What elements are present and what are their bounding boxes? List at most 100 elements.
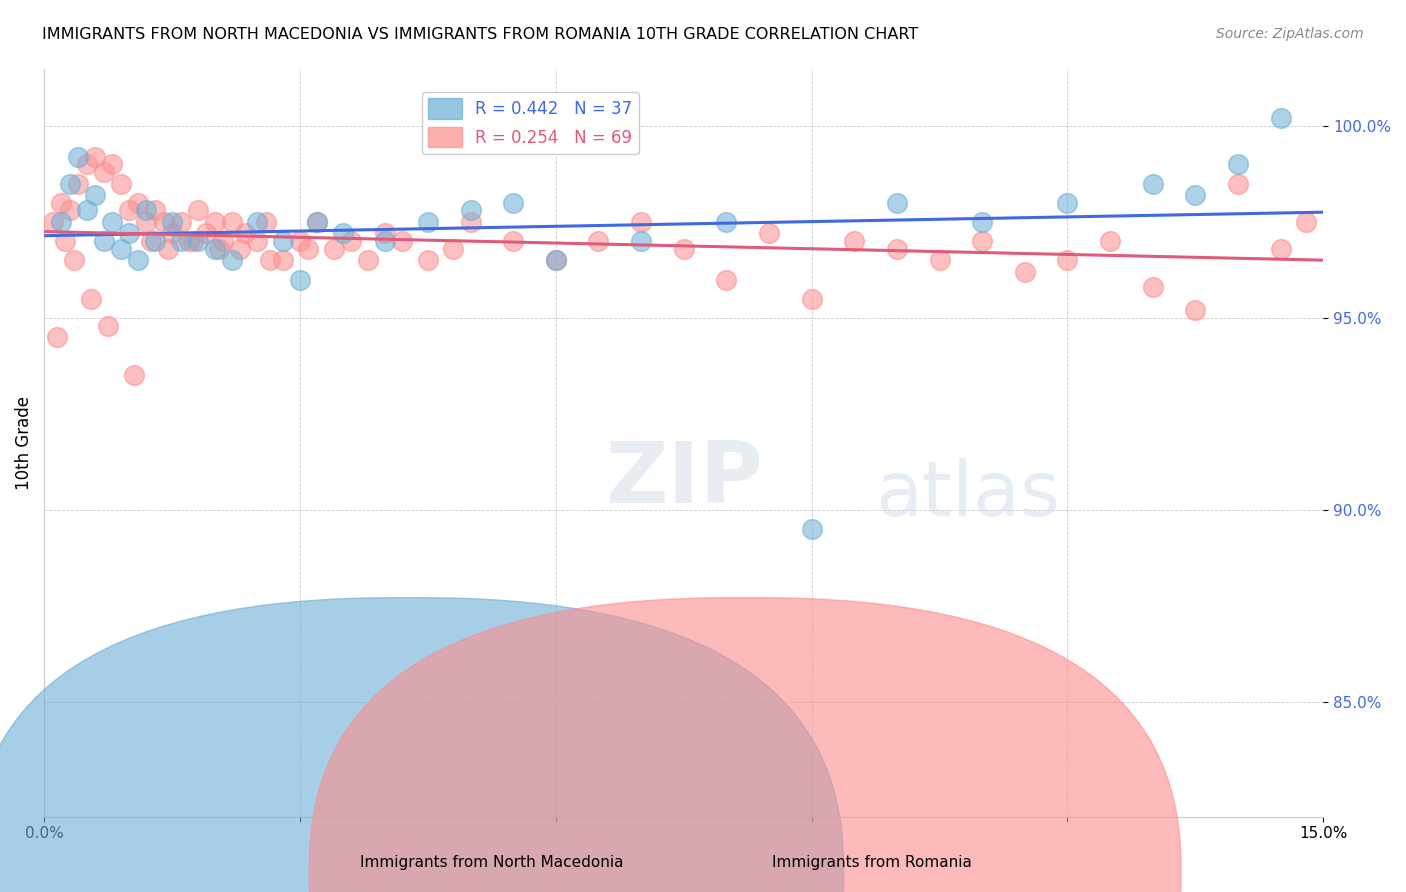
Point <box>374 227 396 241</box>
Point <box>1142 177 1164 191</box>
Point <box>332 227 354 241</box>
Point <box>800 522 823 536</box>
Point <box>160 215 183 229</box>
Point <box>246 215 269 229</box>
Text: Immigrants from North Macedonia: Immigrants from North Macedonia <box>360 855 624 870</box>
Point <box>160 227 183 241</box>
Point <box>1142 280 1164 294</box>
Point <box>229 242 252 256</box>
Point <box>1227 157 1250 171</box>
Point <box>143 203 166 218</box>
Point <box>323 242 346 256</box>
Point <box>187 234 209 248</box>
Point <box>127 195 149 210</box>
Text: ZIP: ZIP <box>605 439 762 522</box>
Point <box>374 234 396 248</box>
Point <box>800 292 823 306</box>
Text: Source: ZipAtlas.com: Source: ZipAtlas.com <box>1216 27 1364 41</box>
Point <box>271 253 294 268</box>
Point <box>460 203 482 218</box>
Point <box>67 177 90 191</box>
Point <box>844 234 866 248</box>
Text: IMMIGRANTS FROM NORTH MACEDONIA VS IMMIGRANTS FROM ROMANIA 10TH GRADE CORRELATIO: IMMIGRANTS FROM NORTH MACEDONIA VS IMMIG… <box>42 27 918 42</box>
Point <box>544 253 567 268</box>
Point <box>544 253 567 268</box>
Point <box>502 234 524 248</box>
Point <box>758 227 780 241</box>
Point <box>460 215 482 229</box>
Point <box>254 215 277 229</box>
Point <box>208 242 231 256</box>
Point <box>152 215 174 229</box>
Point <box>59 203 82 218</box>
Point <box>1014 265 1036 279</box>
Point <box>177 234 200 248</box>
Point <box>183 234 205 248</box>
Point <box>101 215 124 229</box>
Point <box>204 242 226 256</box>
Point <box>135 203 157 218</box>
Point <box>84 150 107 164</box>
Point <box>80 292 103 306</box>
Point <box>972 234 994 248</box>
Point <box>1227 177 1250 191</box>
Point <box>67 150 90 164</box>
Point <box>305 215 328 229</box>
Point <box>886 195 908 210</box>
Point <box>139 234 162 248</box>
Point <box>63 253 86 268</box>
Point <box>76 203 98 218</box>
Point <box>221 215 243 229</box>
Point <box>288 234 311 248</box>
Point <box>416 253 439 268</box>
Point <box>1184 303 1206 318</box>
Point <box>271 234 294 248</box>
Point <box>122 368 145 383</box>
Point <box>41 215 63 229</box>
Point <box>1295 215 1317 229</box>
Point <box>212 234 235 248</box>
Point <box>502 195 524 210</box>
Point <box>169 234 191 248</box>
Point <box>1056 253 1078 268</box>
Point <box>340 234 363 248</box>
Point <box>51 195 73 210</box>
Point <box>110 242 132 256</box>
Point <box>716 215 738 229</box>
Point <box>110 177 132 191</box>
Point <box>630 234 652 248</box>
Text: atlas: atlas <box>876 458 1060 532</box>
Point <box>45 330 67 344</box>
Point <box>928 253 950 268</box>
Legend: R = 0.442   N = 37, R = 0.254   N = 69: R = 0.442 N = 37, R = 0.254 N = 69 <box>422 92 638 154</box>
Point <box>416 215 439 229</box>
Point <box>169 215 191 229</box>
Point <box>204 215 226 229</box>
Point <box>93 165 115 179</box>
Point <box>972 215 994 229</box>
Point <box>156 242 179 256</box>
Point <box>76 157 98 171</box>
Point <box>55 234 77 248</box>
Point <box>297 242 319 256</box>
Point <box>127 253 149 268</box>
Point <box>886 242 908 256</box>
Point <box>1270 112 1292 126</box>
Y-axis label: 10th Grade: 10th Grade <box>15 395 32 490</box>
Point <box>233 227 256 241</box>
Point <box>1056 195 1078 210</box>
Text: Immigrants from Romania: Immigrants from Romania <box>772 855 972 870</box>
Point <box>716 272 738 286</box>
Point <box>97 318 120 333</box>
Point <box>1099 234 1122 248</box>
Point <box>259 253 281 268</box>
Point <box>118 227 141 241</box>
Point <box>391 234 413 248</box>
Point <box>59 177 82 191</box>
Point <box>84 188 107 202</box>
Point <box>672 242 695 256</box>
Point <box>288 272 311 286</box>
Point <box>195 227 218 241</box>
Point <box>357 253 380 268</box>
Point <box>1184 188 1206 202</box>
